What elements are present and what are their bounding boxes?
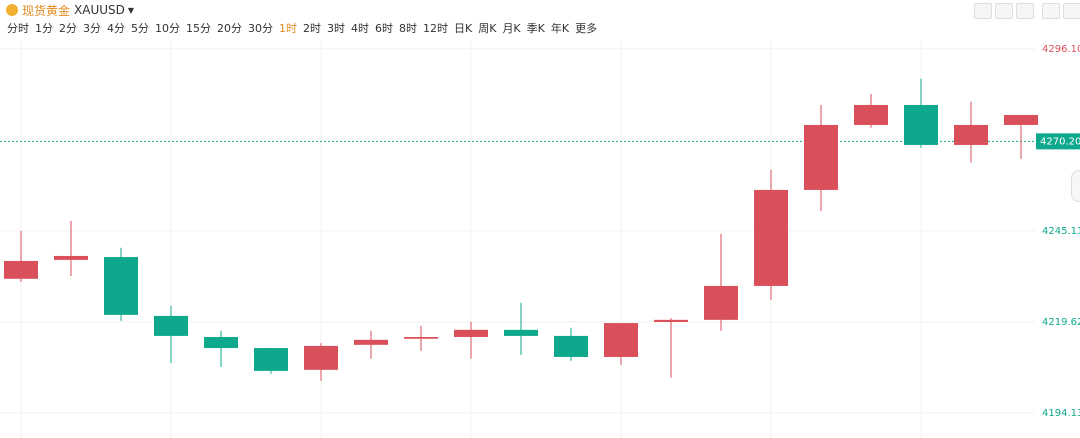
candle-body (304, 345, 338, 370)
period-button[interactable]: 6时 (375, 22, 393, 35)
candle-body (604, 323, 638, 357)
candle-body (754, 189, 788, 286)
candle-body (1004, 114, 1038, 125)
period-button[interactable]: 4时 (351, 22, 369, 35)
y-tick-label: 4245.11 (1042, 226, 1080, 237)
candle-body (954, 124, 988, 145)
candle-body (254, 348, 288, 371)
y-tick-label: 4194.13 (1042, 408, 1080, 419)
candle-body (354, 339, 388, 345)
current-price-box (1036, 133, 1080, 150)
candle-body (654, 319, 688, 322)
more-button[interactable]: 更多 (575, 22, 598, 35)
period-button[interactable]: 1时 (279, 22, 297, 35)
period-button[interactable]: 10分 (155, 22, 180, 35)
candle-body (54, 255, 88, 260)
symbol-bar: 现货黄金 XAUUSD ▼ (6, 2, 134, 18)
period-button[interactable]: 季K (526, 22, 545, 35)
period-button[interactable]: 3分 (83, 22, 101, 35)
candle-body (704, 285, 738, 320)
period-button[interactable]: 12时 (423, 22, 448, 35)
tool-icon[interactable] (1042, 3, 1060, 19)
period-button[interactable]: 5分 (131, 22, 149, 35)
symbol[interactable]: XAUUSD (74, 3, 125, 17)
tool-icon[interactable] (995, 3, 1013, 19)
side-handle[interactable] (1071, 170, 1080, 202)
period-button[interactable]: 分时 (7, 22, 29, 35)
dropdown-arrow[interactable]: ▼ (127, 5, 135, 15)
period-button[interactable]: 15分 (186, 22, 211, 35)
period-button[interactable]: 月K (502, 22, 521, 35)
candle-body (904, 104, 938, 145)
title[interactable]: 现货黄金 (22, 3, 71, 18)
period-button[interactable]: 30分 (248, 22, 273, 35)
logo (6, 4, 18, 16)
candle-body (854, 104, 888, 125)
period-bar: 分时 1分 2分 3分 4分 5分 10分 15分 20分 30分 1时 2时 3时 4时 6时 8时 12时日… (7, 20, 597, 36)
period-button[interactable]: 1分 (35, 22, 53, 35)
period-button[interactable]: 2时 (303, 22, 321, 35)
y-tick-label: 4219.62 (1042, 317, 1080, 328)
tool-icon[interactable] (974, 3, 992, 19)
candle-body (204, 336, 238, 349)
candle-body (104, 257, 138, 315)
candle-body (454, 329, 488, 337)
period-button[interactable]: 日K (454, 22, 473, 35)
period-button[interactable]: 年K (550, 22, 570, 35)
current-price-label: 4270.20 (1040, 136, 1080, 147)
y-tick-label: 4296.10 (1042, 44, 1080, 55)
candle-body (504, 329, 538, 336)
period-button[interactable]: 4分 (107, 22, 125, 35)
period-button[interactable]: 8时 (399, 22, 417, 35)
period-button[interactable]: 20分 (217, 22, 242, 35)
period-button[interactable]: 3时 (327, 22, 345, 35)
tool-icon[interactable] (1016, 3, 1034, 19)
period-button[interactable]: 2分 (59, 22, 77, 35)
candle-body (154, 315, 188, 336)
candle-body (404, 336, 438, 339)
candle-body (4, 260, 38, 279)
candle-body (554, 335, 588, 357)
period-button[interactable]: 周K (478, 22, 497, 35)
tool-icon[interactable] (1063, 3, 1080, 19)
candle-body (804, 124, 838, 190)
